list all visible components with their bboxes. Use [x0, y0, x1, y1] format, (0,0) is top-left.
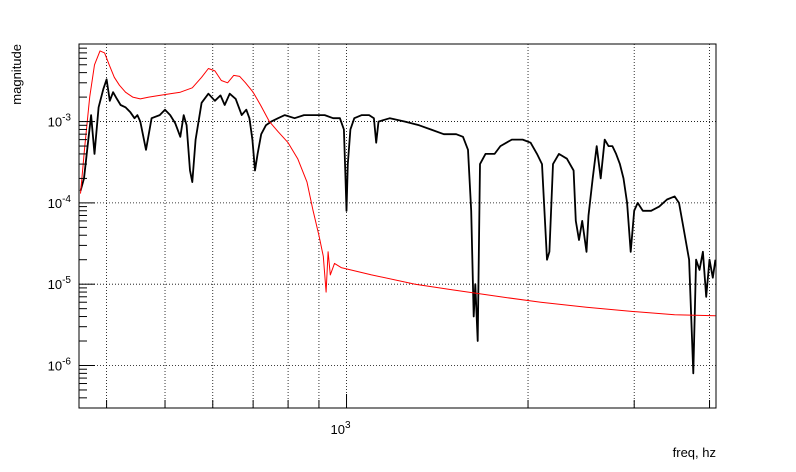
- y-axis-label: magnitude: [9, 44, 24, 105]
- y-tick-label: 10-4: [48, 194, 72, 211]
- y-tick-label: 10-3: [48, 113, 72, 130]
- x-tick-label: 103: [331, 420, 351, 437]
- label-layer: 10-6 10-5 10-4 10-3 103: [48, 113, 351, 437]
- y-tick-label: 10-5: [48, 275, 72, 292]
- series-line-2: [80, 50, 716, 317]
- x-axis-label: freq, hz: [673, 445, 716, 460]
- series-line-1: [79, 78, 717, 375]
- tick-layer: [79, 47, 711, 408]
- y-tick-label: 10-6: [48, 356, 72, 373]
- series-layer: [79, 50, 717, 375]
- grid-layer: [79, 44, 716, 408]
- plot-frame: [78, 43, 717, 409]
